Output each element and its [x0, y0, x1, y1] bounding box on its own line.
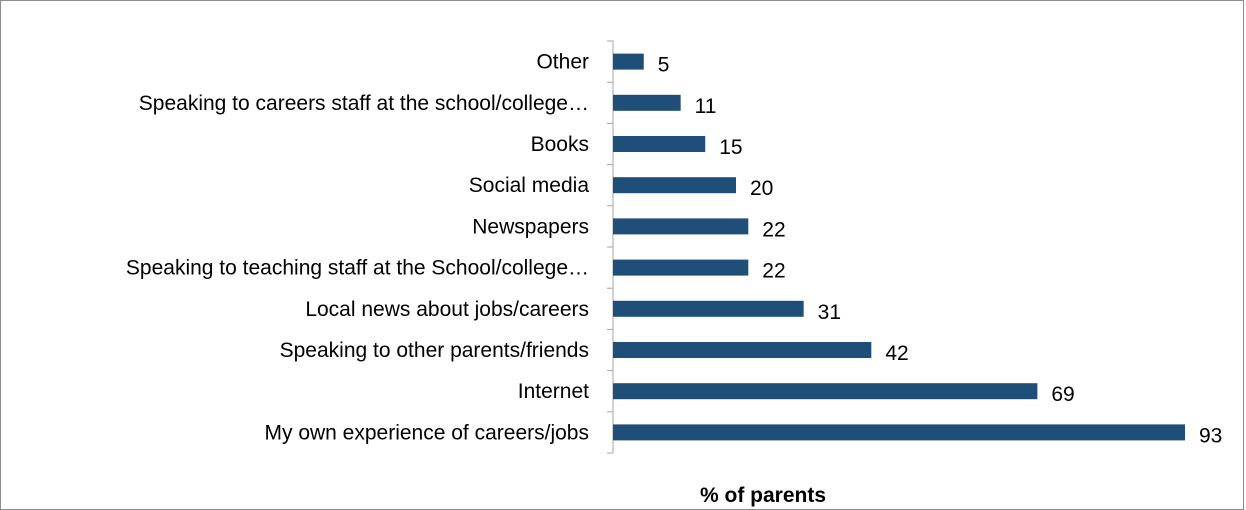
bar — [613, 383, 1038, 400]
category-label: Books — [531, 133, 589, 156]
bar — [613, 177, 737, 194]
bar — [613, 53, 644, 70]
category-label: Newspapers — [472, 215, 589, 238]
x-axis-title: % of parents — [700, 484, 826, 507]
data-label: 22 — [762, 218, 785, 241]
data-label: 93 — [1199, 424, 1222, 447]
data-label: 15 — [719, 136, 742, 159]
category-label: My own experience of careers/jobs — [265, 421, 590, 444]
category-label: Speaking to teaching staff at the School… — [126, 257, 589, 280]
bars-layer — [613, 53, 1185, 441]
bar — [613, 94, 681, 111]
category-label: Other — [536, 51, 589, 74]
category-label: Internet — [518, 380, 589, 403]
category-label: Speaking to other parents/friends — [280, 339, 589, 362]
bar — [613, 424, 1185, 441]
labels-layer: Other 5 Speaking to careers staff at the s… — [126, 51, 1222, 448]
data-label: 11 — [695, 95, 717, 118]
bar — [613, 342, 872, 358]
data-label: 31 — [818, 301, 841, 324]
data-label: 42 — [885, 342, 908, 365]
bar — [613, 218, 749, 235]
data-label: 69 — [1051, 383, 1074, 406]
category-label: Speaking to careers staff at the school/… — [139, 92, 589, 115]
bar — [613, 300, 804, 317]
category-label: Social media — [469, 174, 590, 197]
data-label: 22 — [762, 260, 785, 283]
bar — [613, 259, 749, 276]
data-label: 5 — [658, 54, 670, 77]
axis-layer — [607, 40, 614, 454]
category-label: Local news about jobs/careers — [305, 298, 589, 321]
bar — [613, 136, 706, 152]
data-label: 20 — [750, 177, 773, 200]
